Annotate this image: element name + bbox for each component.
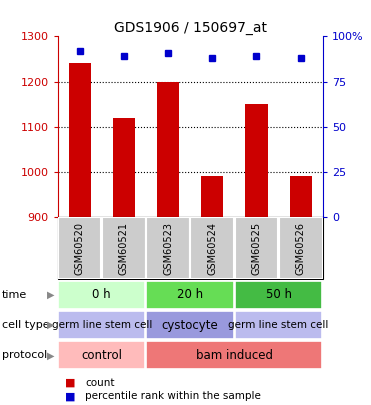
Title: GDS1906 / 150697_at: GDS1906 / 150697_at <box>114 21 267 35</box>
FancyBboxPatch shape <box>235 281 322 309</box>
Text: GSM60521: GSM60521 <box>119 222 129 275</box>
Bar <box>290 176 312 217</box>
Text: bam induced: bam induced <box>196 349 273 362</box>
FancyBboxPatch shape <box>146 217 190 279</box>
Bar <box>245 104 267 217</box>
Text: cystocyte: cystocyte <box>162 318 219 332</box>
FancyBboxPatch shape <box>147 341 322 369</box>
FancyBboxPatch shape <box>58 311 145 339</box>
Text: protocol: protocol <box>2 350 47 360</box>
Text: ▶: ▶ <box>47 290 55 300</box>
Text: GSM60526: GSM60526 <box>296 222 306 275</box>
Text: ▶: ▶ <box>47 350 55 360</box>
Text: GSM60523: GSM60523 <box>163 222 173 275</box>
Bar <box>157 81 179 217</box>
Text: ■: ■ <box>65 377 75 388</box>
Text: ▶: ▶ <box>47 320 55 330</box>
Text: germ line stem cell: germ line stem cell <box>229 320 329 330</box>
Text: 0 h: 0 h <box>92 288 111 301</box>
Text: cell type: cell type <box>2 320 49 330</box>
Text: GSM60524: GSM60524 <box>207 222 217 275</box>
Text: 50 h: 50 h <box>266 288 292 301</box>
Bar <box>113 117 135 217</box>
FancyBboxPatch shape <box>58 281 145 309</box>
FancyBboxPatch shape <box>235 311 322 339</box>
Text: ■: ■ <box>65 391 75 401</box>
Text: percentile rank within the sample: percentile rank within the sample <box>85 391 261 401</box>
FancyBboxPatch shape <box>147 311 234 339</box>
Text: count: count <box>85 377 115 388</box>
Text: control: control <box>81 349 122 362</box>
FancyBboxPatch shape <box>279 217 322 279</box>
Bar <box>201 176 223 217</box>
FancyBboxPatch shape <box>58 341 145 369</box>
Text: germ line stem cell: germ line stem cell <box>52 320 152 330</box>
Bar <box>69 64 91 217</box>
FancyBboxPatch shape <box>102 217 146 279</box>
Text: time: time <box>2 290 27 300</box>
Text: GSM60520: GSM60520 <box>75 222 85 275</box>
FancyBboxPatch shape <box>234 217 278 279</box>
FancyBboxPatch shape <box>58 217 102 279</box>
Text: 20 h: 20 h <box>177 288 203 301</box>
FancyBboxPatch shape <box>190 217 234 279</box>
FancyBboxPatch shape <box>147 281 234 309</box>
Text: GSM60525: GSM60525 <box>252 222 262 275</box>
